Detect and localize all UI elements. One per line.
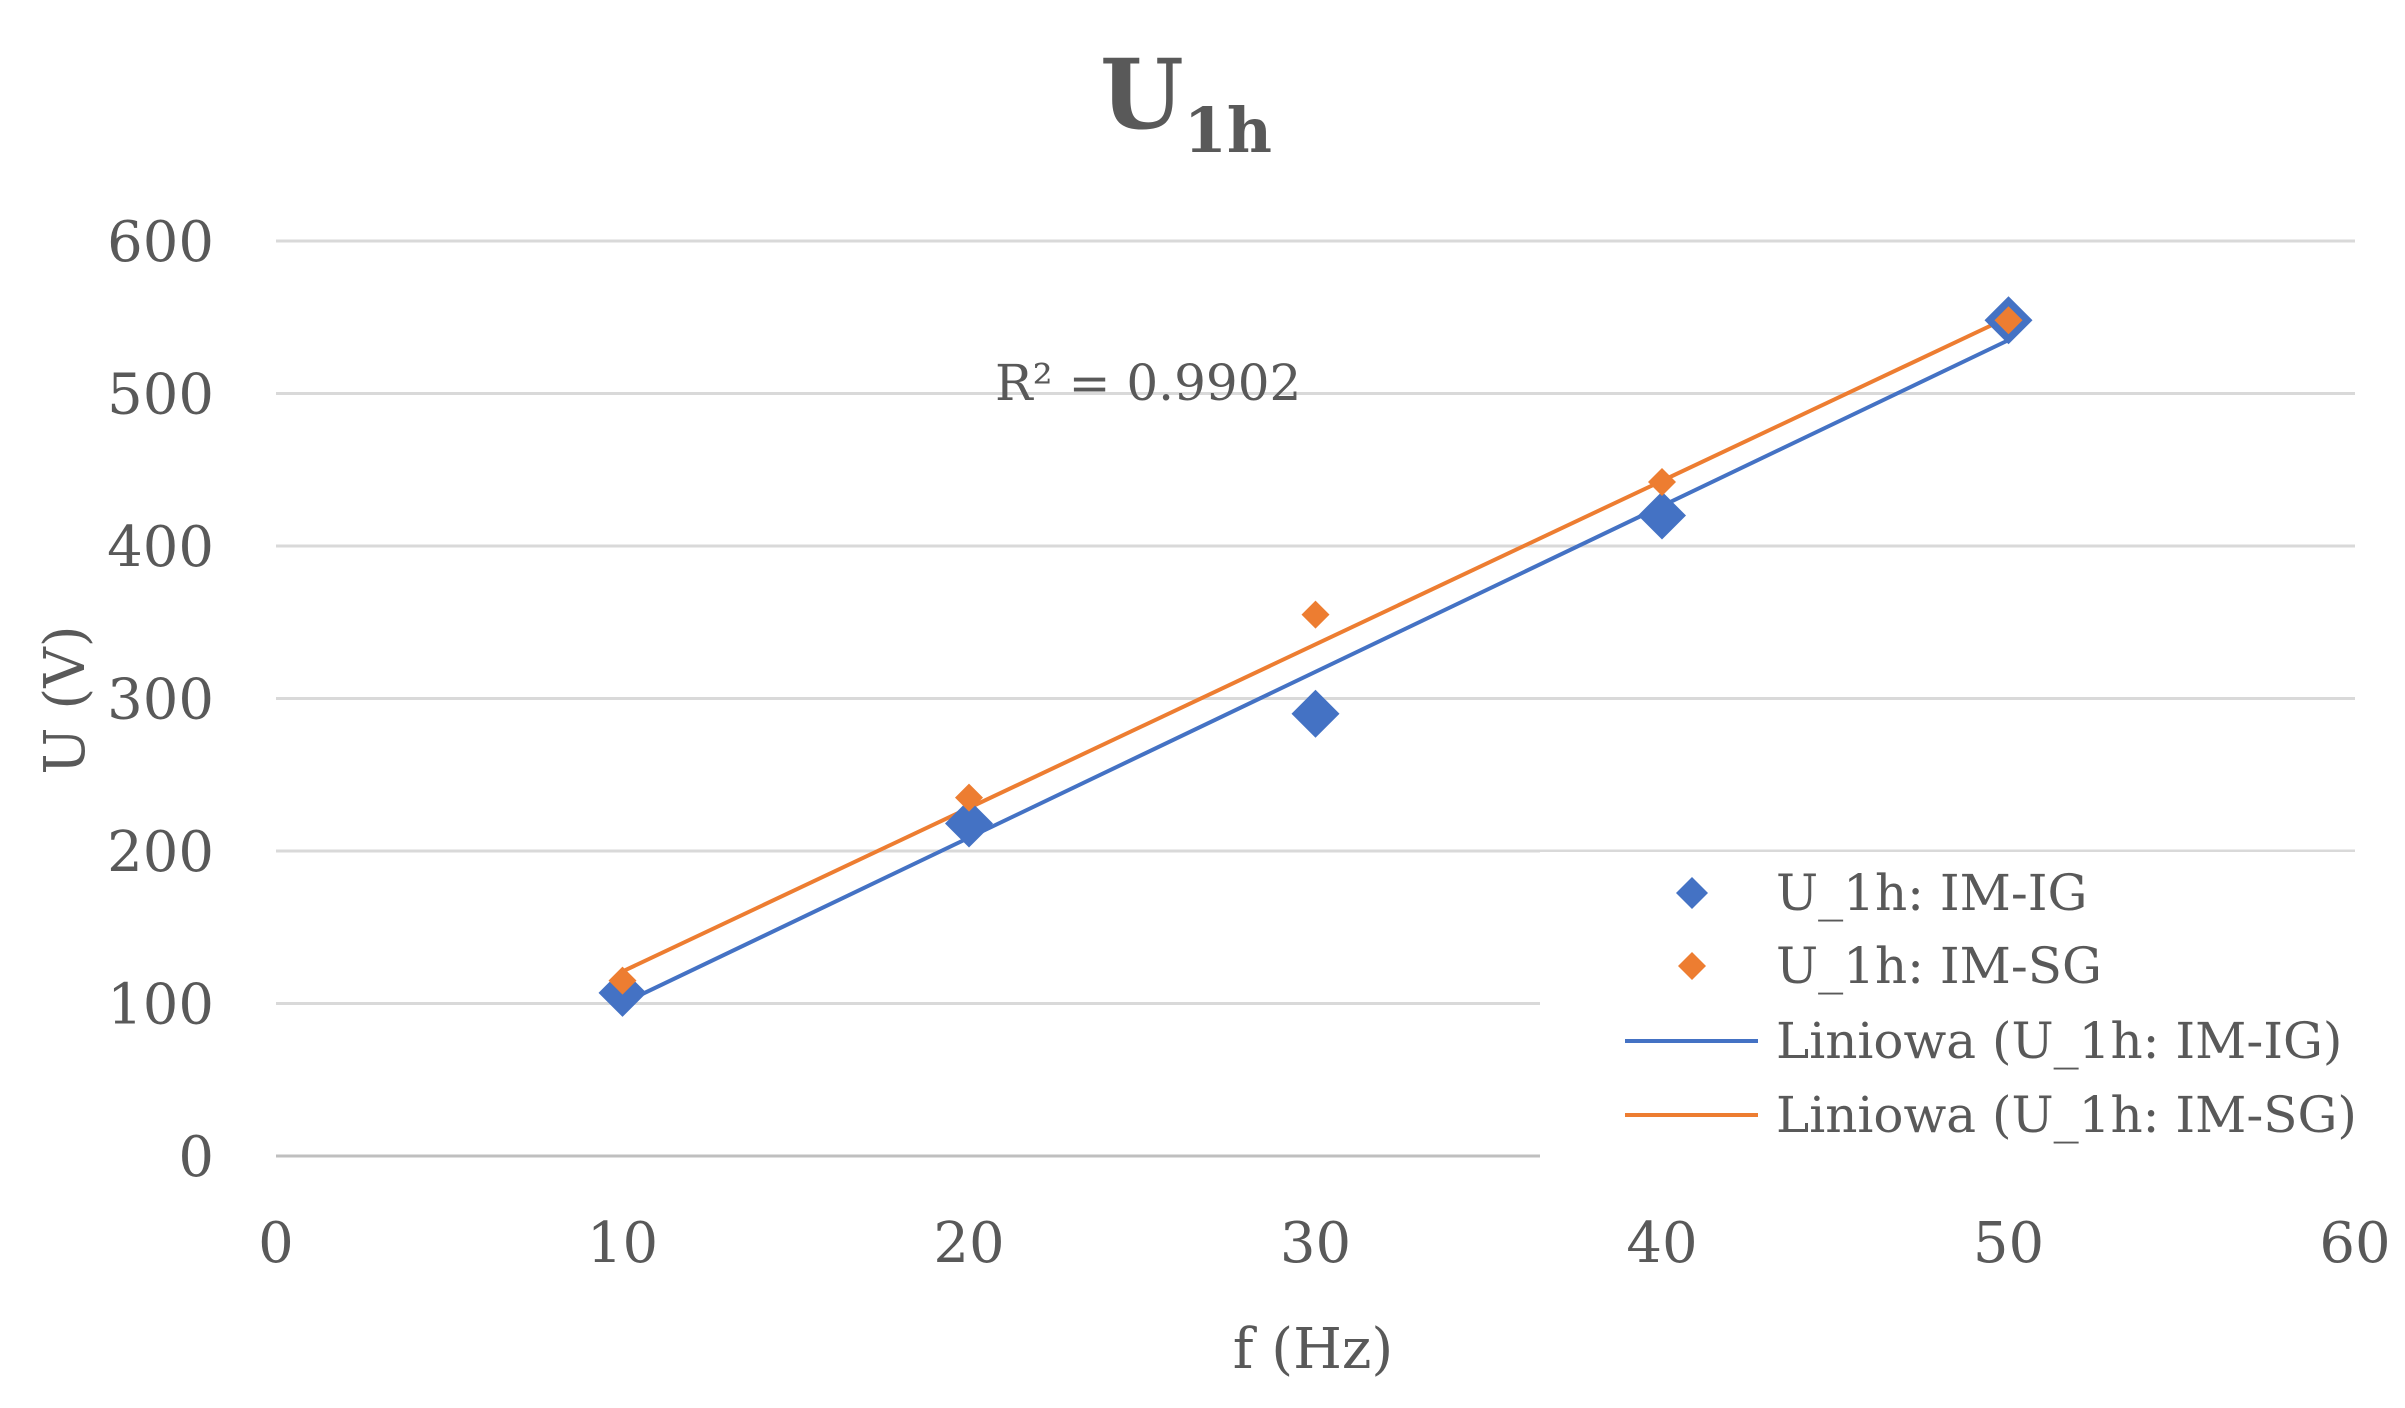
data-point — [945, 799, 993, 848]
data-point — [1638, 491, 1686, 540]
y-tick-label: 200 — [107, 820, 214, 885]
x-tick-label: 50 — [1973, 1211, 2044, 1276]
trendline — [621, 338, 2010, 1006]
x-tick-label: 10 — [587, 1211, 658, 1276]
x-tick-label: 40 — [1626, 1211, 1697, 1276]
r-squared-annotation: R² = 0.9902 — [995, 354, 1301, 412]
x-tick-labels: 0 10 20 30 40 50 60 — [258, 1211, 2390, 1276]
data-point — [1291, 689, 1340, 738]
y-tick-label: 300 — [107, 668, 214, 733]
y-tick-label: 500 — [107, 363, 214, 428]
y-tick-label: 0 — [178, 1125, 214, 1190]
data-point — [1301, 600, 1330, 629]
trendlines — [621, 315, 2010, 1006]
x-axis-title: f (Hz) — [1233, 1317, 1394, 1382]
y-tick-labels: 0 100 200 300 400 500 600 — [107, 210, 214, 1190]
data-point — [1648, 467, 1676, 496]
legend: U_1h: IM-IG U_1h: IM-SG Liniowa (U_1h: IM-… — [1540, 852, 2360, 1162]
trendline — [621, 315, 2010, 974]
y-tick-label: 100 — [107, 973, 214, 1038]
data-point — [955, 783, 983, 812]
legend-background — [1540, 852, 2360, 1162]
y-tick-label: 400 — [107, 515, 214, 580]
x-tick-label: 30 — [1280, 1211, 1351, 1276]
legend-label: U_1h: IM-IG — [1776, 864, 2087, 922]
y-axis-title: U (V) — [33, 625, 98, 774]
data-point — [608, 966, 637, 995]
data-points — [598, 296, 2033, 1017]
legend-label: U_1h: IM-SG — [1776, 937, 2102, 995]
x-tick-label: 60 — [2319, 1211, 2390, 1276]
x-tick-label: 0 — [258, 1211, 294, 1276]
x-tick-label: 20 — [933, 1211, 1004, 1276]
legend-label: Liniowa (U_1h: IM-IG) — [1776, 1012, 2342, 1070]
chart-title-subscript: 1h — [1184, 94, 1272, 167]
legend-marker — [1678, 952, 1706, 980]
data-point — [1994, 306, 2023, 335]
chart-title: U1h — [1100, 38, 1272, 167]
y-tick-label: 600 — [107, 210, 214, 275]
legend-marker — [1676, 877, 1708, 909]
legend-label: Liniowa (U_1h: IM-SG) — [1776, 1086, 2357, 1144]
